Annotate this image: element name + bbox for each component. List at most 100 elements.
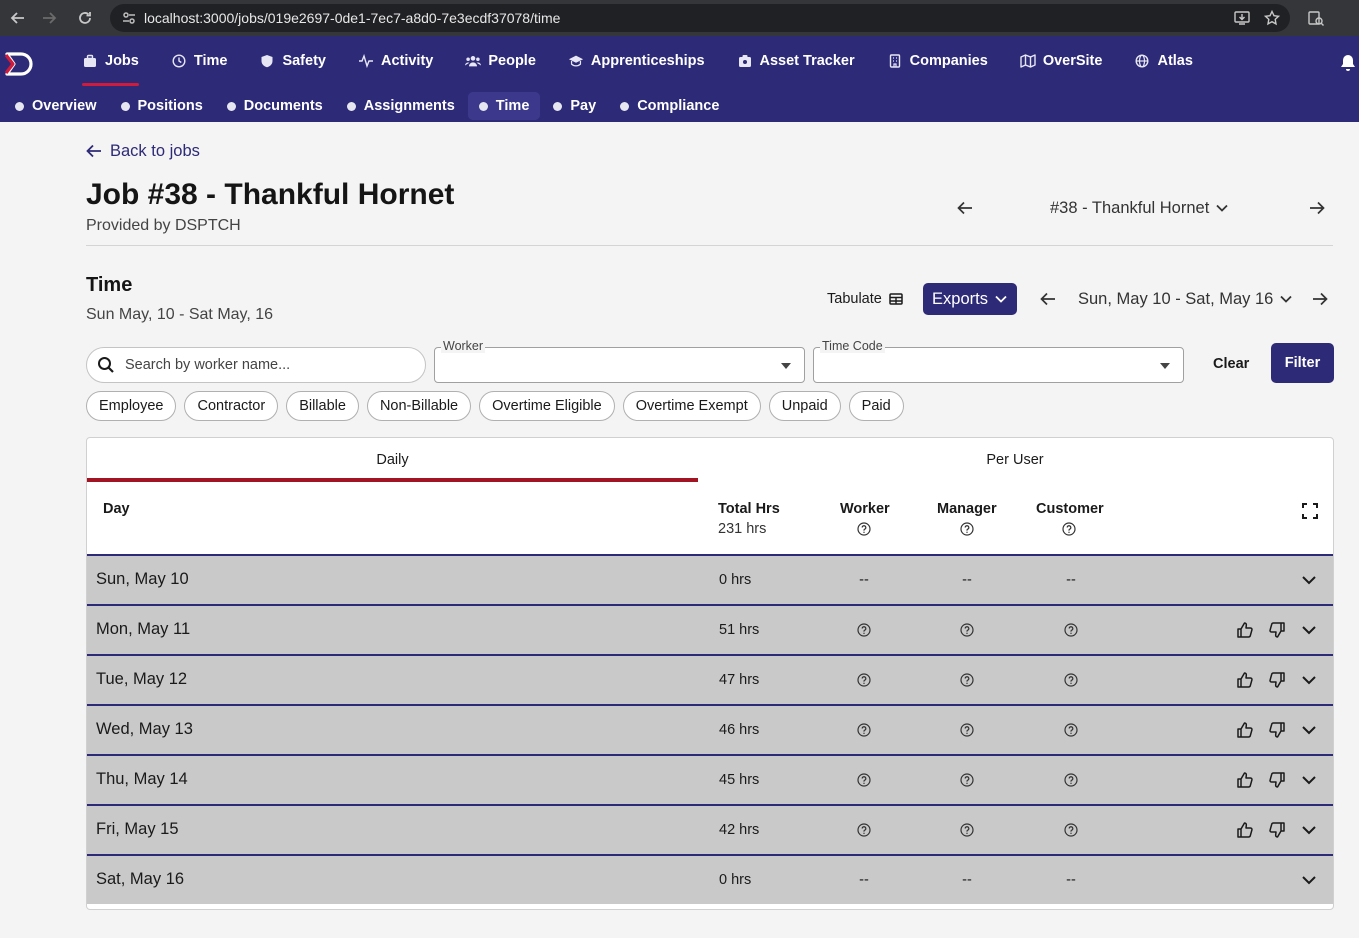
chip-overtime-eligible[interactable]: Overtime Eligible bbox=[479, 391, 615, 421]
approve-thumbs-up-icon[interactable] bbox=[1236, 671, 1254, 689]
chip-employee[interactable]: Employee bbox=[86, 391, 177, 421]
nav-item-asset-tracker[interactable]: Asset Tracker bbox=[721, 36, 871, 86]
table-row[interactable]: Tue, May 12 47 hrs bbox=[87, 656, 1333, 704]
manager-status-pending-icon[interactable] bbox=[960, 673, 974, 687]
worker-select[interactable]: Worker bbox=[434, 339, 805, 383]
next-job-button[interactable] bbox=[1307, 198, 1327, 218]
tab-positions[interactable]: Positions bbox=[110, 92, 214, 120]
job-selector[interactable]: #38 - Thankful Hornet bbox=[1050, 197, 1229, 219]
table-row[interactable]: Sun, May 10 0 hrs -- -- -- bbox=[87, 556, 1333, 604]
nav-item-label: OverSite bbox=[1042, 53, 1103, 69]
nav-item-people[interactable]: People bbox=[449, 36, 552, 86]
approve-thumbs-up-icon[interactable] bbox=[1236, 771, 1254, 789]
table-row[interactable]: Mon, May 11 51 hrs bbox=[87, 606, 1333, 654]
table-row[interactable]: Thu, May 14 45 hrs bbox=[87, 756, 1333, 804]
tabulate-button[interactable]: Tabulate bbox=[827, 289, 903, 309]
browser-back-button[interactable] bbox=[0, 0, 36, 36]
chip-overtime-exempt[interactable]: Overtime Exempt bbox=[622, 391, 761, 421]
tab-daily[interactable]: Daily bbox=[376, 452, 409, 468]
chip-paid[interactable]: Paid bbox=[848, 391, 904, 421]
customer-status-pending-icon[interactable] bbox=[1064, 773, 1078, 787]
expand-row-chevron-icon[interactable] bbox=[1301, 623, 1317, 637]
help-icon[interactable] bbox=[960, 522, 974, 536]
reject-thumbs-down-icon[interactable] bbox=[1268, 821, 1286, 839]
customer-status-pending-icon[interactable] bbox=[1064, 823, 1078, 837]
nav-item-label: Activity bbox=[380, 53, 434, 69]
manager-status-pending-icon[interactable] bbox=[960, 823, 974, 837]
table-row[interactable]: Fri, May 15 42 hrs bbox=[87, 806, 1333, 854]
previous-job-button[interactable] bbox=[955, 198, 975, 218]
chip-billable[interactable]: Billable bbox=[286, 391, 359, 421]
chip-contractor[interactable]: Contractor bbox=[184, 391, 279, 421]
exports-button[interactable]: Exports bbox=[923, 283, 1017, 315]
table-row[interactable]: Sat, May 16 0 hrs -- -- -- bbox=[87, 856, 1333, 904]
expand-row-chevron-icon[interactable] bbox=[1301, 573, 1317, 587]
tab-compliance[interactable]: Compliance bbox=[609, 92, 730, 120]
expand-row-chevron-icon[interactable] bbox=[1301, 873, 1317, 887]
manager-status-pending-icon[interactable] bbox=[960, 623, 974, 637]
reject-thumbs-down-icon[interactable] bbox=[1268, 771, 1286, 789]
nav-item-label: Time bbox=[193, 53, 228, 69]
arrow-right-icon bbox=[1313, 292, 1328, 306]
nav-item-safety[interactable]: Safety bbox=[243, 36, 342, 86]
worker-status-pending-icon[interactable] bbox=[857, 723, 871, 737]
worker-status-pending-icon[interactable] bbox=[857, 823, 871, 837]
tab-overview[interactable]: Overview bbox=[4, 92, 108, 120]
nav-item-atlas[interactable]: Atlas bbox=[1118, 36, 1208, 86]
browser-reload-button[interactable] bbox=[67, 0, 103, 36]
reading-mode-icon[interactable] bbox=[1304, 6, 1328, 30]
help-icon[interactable] bbox=[857, 522, 871, 536]
expand-row-chevron-icon[interactable] bbox=[1301, 673, 1317, 687]
tab-per-user[interactable]: Per User bbox=[986, 452, 1044, 468]
chip-non-billable[interactable]: Non-Billable bbox=[366, 391, 472, 421]
nav-item-oversite[interactable]: OverSite bbox=[1004, 36, 1119, 86]
tab-assignments[interactable]: Assignments bbox=[336, 92, 466, 120]
nav-item-apprenticeships[interactable]: Apprenticeships bbox=[552, 36, 721, 86]
manager-status-pending-icon[interactable] bbox=[960, 773, 974, 787]
approve-thumbs-up-icon[interactable] bbox=[1236, 621, 1254, 639]
chip-unpaid[interactable]: Unpaid bbox=[768, 391, 841, 421]
tab-time[interactable]: Time bbox=[467, 92, 541, 120]
nav-item-companies[interactable]: Companies bbox=[871, 36, 1004, 86]
manager-status-pending-icon[interactable] bbox=[960, 723, 974, 737]
install-app-icon[interactable] bbox=[1234, 10, 1250, 26]
reject-thumbs-down-icon[interactable] bbox=[1268, 671, 1286, 689]
nav-item-jobs[interactable]: Jobs bbox=[66, 36, 155, 86]
reject-thumbs-down-icon[interactable] bbox=[1268, 621, 1286, 639]
tab-pay[interactable]: Pay bbox=[542, 92, 607, 120]
worker-search[interactable] bbox=[86, 347, 426, 383]
nav-item-activity[interactable]: Activity bbox=[342, 36, 449, 86]
reject-thumbs-down-icon[interactable] bbox=[1268, 721, 1286, 739]
previous-week-button[interactable] bbox=[1038, 289, 1058, 309]
worker-status-pending-icon[interactable] bbox=[857, 773, 871, 787]
bookmark-star-icon[interactable] bbox=[1264, 10, 1280, 26]
dsptch-logo[interactable] bbox=[4, 50, 40, 78]
bell-icon[interactable] bbox=[1338, 53, 1358, 73]
fullscreen-icon[interactable] bbox=[1302, 503, 1318, 519]
week-selector[interactable]: Sun, May 10 - Sat, May 16 bbox=[1078, 288, 1293, 310]
site-info-icon[interactable] bbox=[114, 4, 144, 32]
table-row[interactable]: Wed, May 13 46 hrs bbox=[87, 706, 1333, 754]
address-bar[interactable]: localhost:3000/jobs/019e2697-0de1-7ec7-a… bbox=[110, 4, 1290, 32]
next-week-button[interactable] bbox=[1310, 289, 1330, 309]
approve-thumbs-up-icon[interactable] bbox=[1236, 821, 1254, 839]
nav-item-time[interactable]: Time bbox=[155, 36, 244, 86]
approve-thumbs-up-icon[interactable] bbox=[1236, 721, 1254, 739]
worker-status-pending-icon[interactable] bbox=[857, 623, 871, 637]
customer-status-pending-icon[interactable] bbox=[1064, 673, 1078, 687]
time-code-select[interactable]: Time Code bbox=[813, 339, 1184, 383]
expand-row-chevron-icon[interactable] bbox=[1301, 773, 1317, 787]
expand-row-chevron-icon[interactable] bbox=[1301, 823, 1317, 837]
customer-status-pending-icon[interactable] bbox=[1064, 623, 1078, 637]
customer-status-pending-icon[interactable] bbox=[1064, 723, 1078, 737]
filter-chips: Employee Contractor Billable Non-Billabl… bbox=[86, 391, 904, 421]
worker-status-pending-icon[interactable] bbox=[857, 673, 871, 687]
browser-forward-button[interactable] bbox=[31, 0, 67, 36]
back-to-jobs-link[interactable]: Back to jobs bbox=[86, 140, 200, 162]
clear-button[interactable]: Clear bbox=[1213, 356, 1250, 372]
filter-button[interactable]: Filter bbox=[1271, 343, 1334, 383]
tab-documents[interactable]: Documents bbox=[216, 92, 334, 120]
help-icon[interactable] bbox=[1062, 522, 1076, 536]
search-input[interactable] bbox=[125, 357, 395, 373]
expand-row-chevron-icon[interactable] bbox=[1301, 723, 1317, 737]
